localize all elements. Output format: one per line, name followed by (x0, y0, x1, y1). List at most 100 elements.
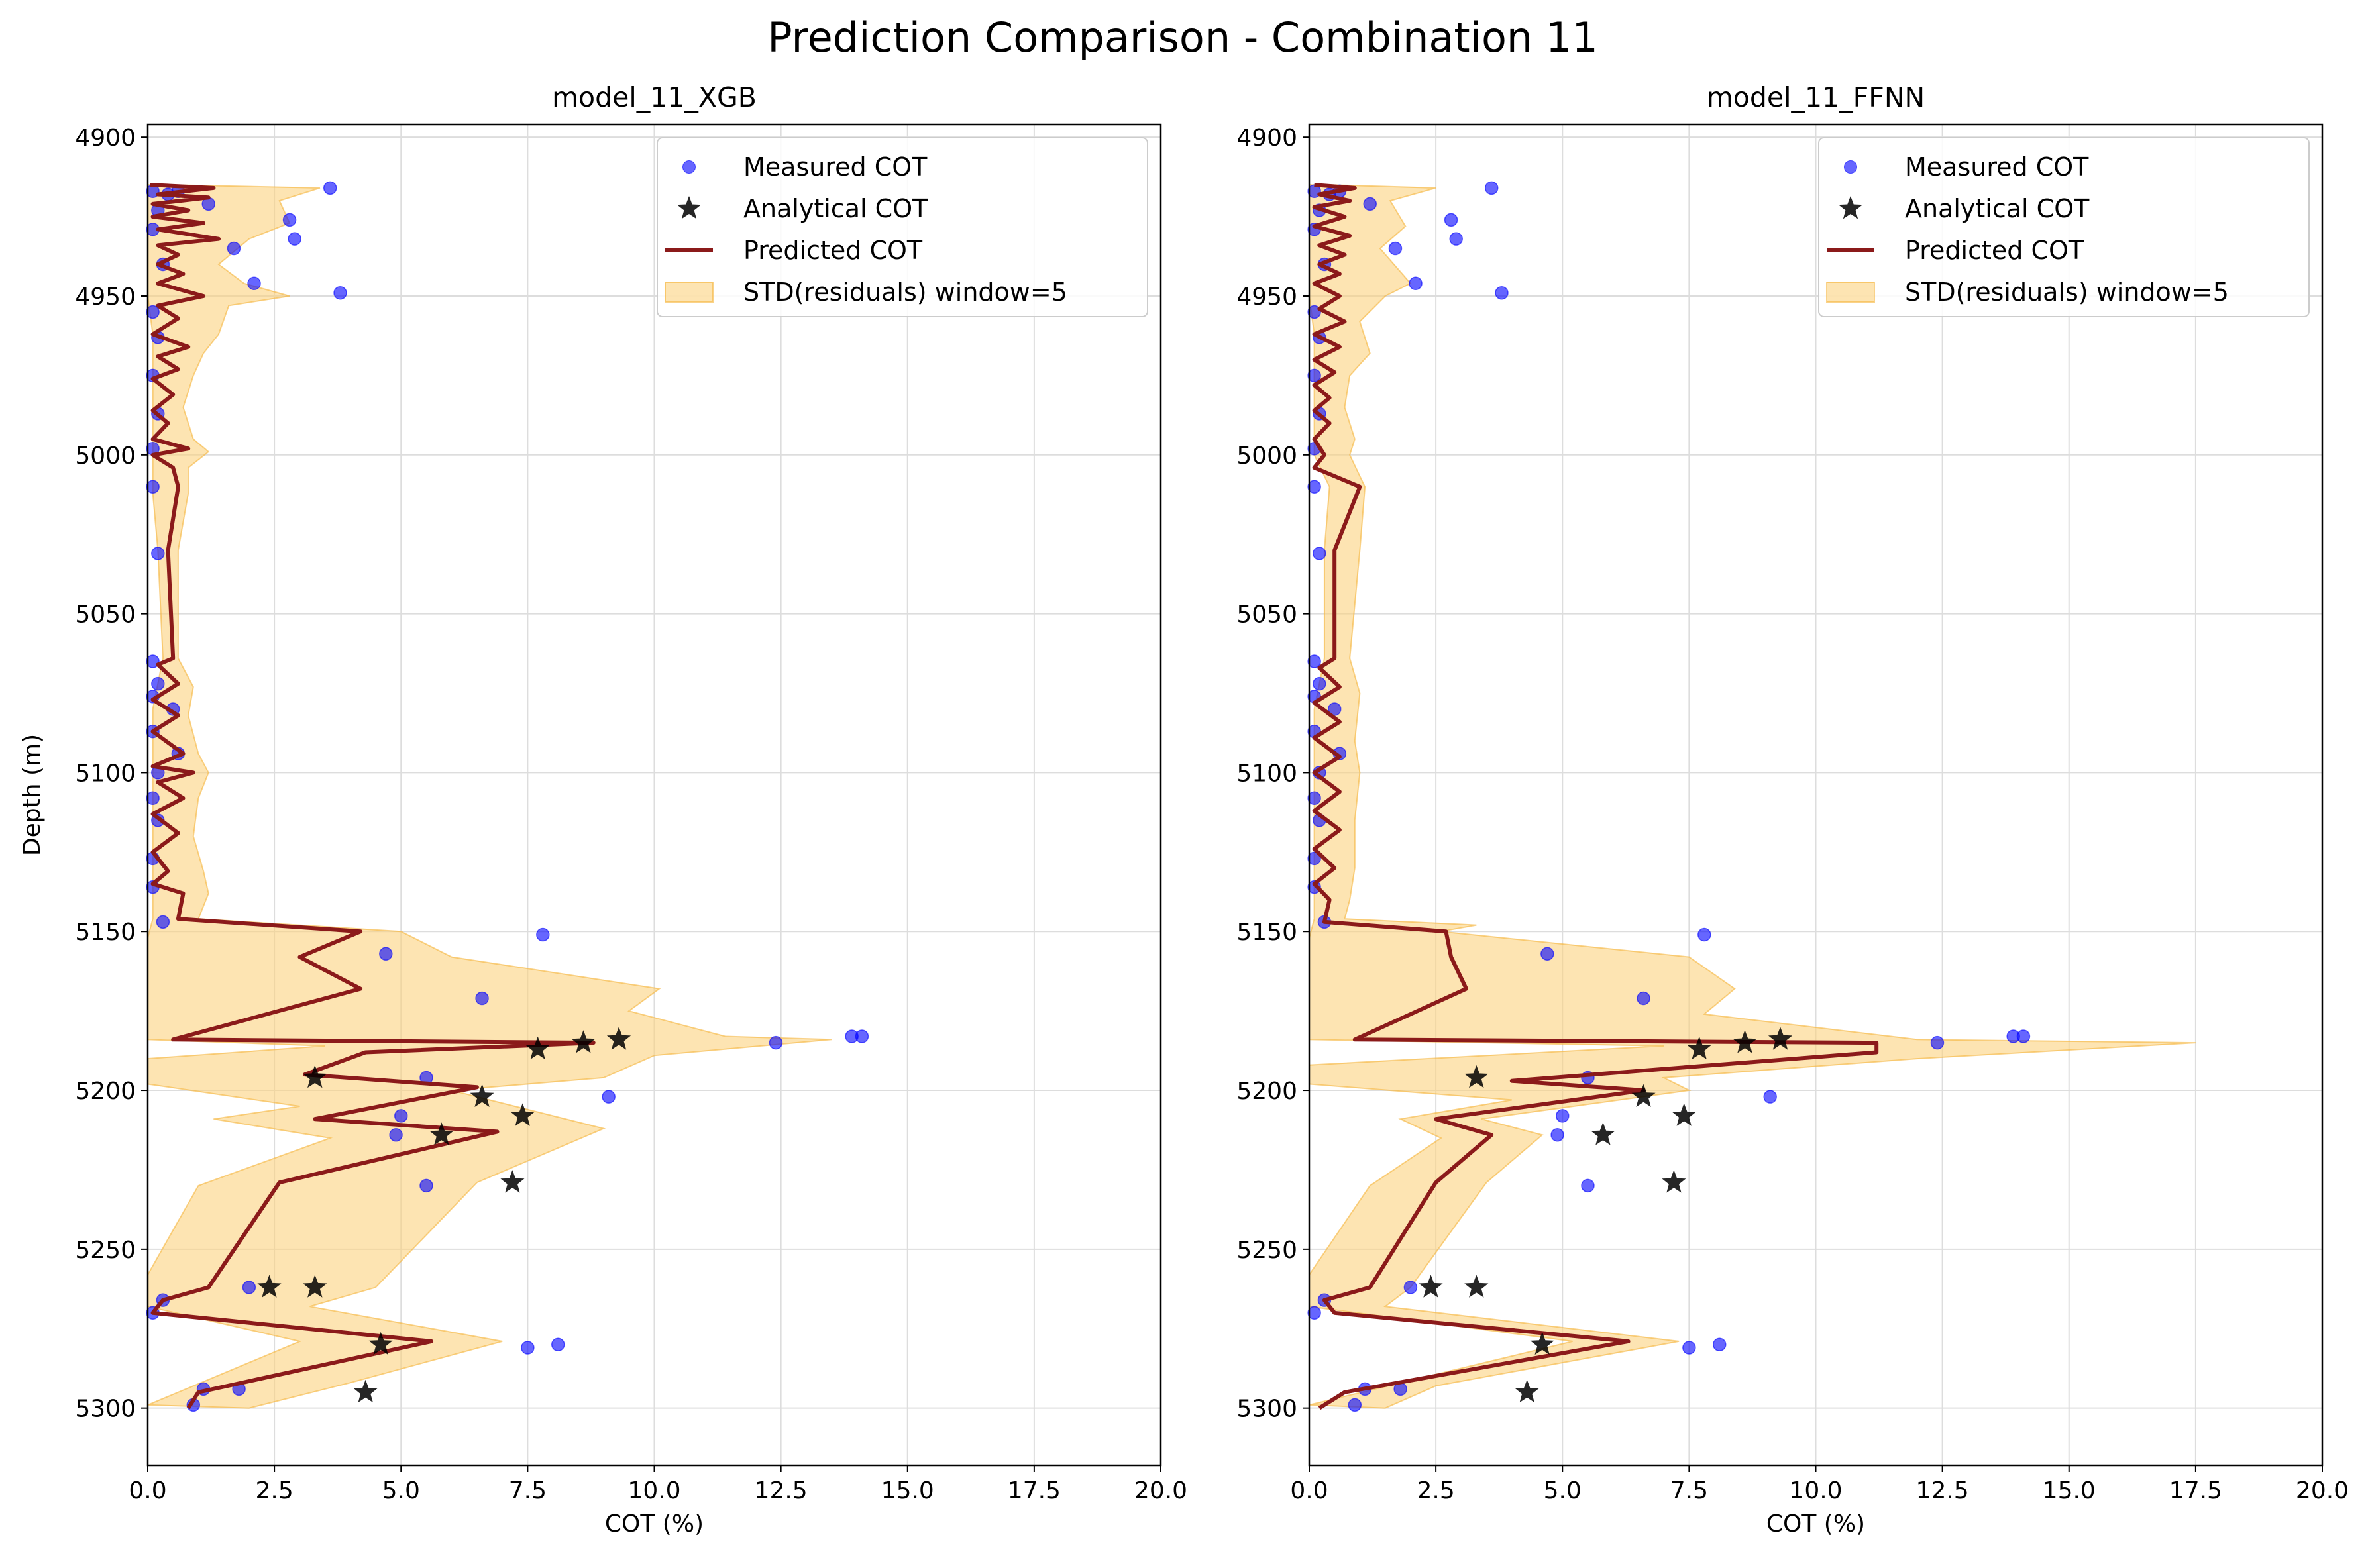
panel-0: 0.0 2.5 5.0 7.5 10.0 12.5 15.0 17.5 20.0 4900 4950… (19, 81, 1187, 1538)
measured-point (282, 213, 297, 227)
legend-label: Predicted COT (743, 236, 923, 265)
analytical-point (1733, 1030, 1757, 1053)
measured-point (1697, 927, 1711, 942)
measured-point (1540, 947, 1554, 961)
legend-label: Analytical COT (1905, 194, 2090, 223)
analytical-series (257, 1027, 631, 1403)
measured-point (855, 1029, 869, 1043)
analytical-point (510, 1103, 535, 1126)
y-tick-label: 5300 (75, 1396, 136, 1423)
y-tick-label: 5250 (75, 1237, 136, 1264)
y-tick-label: 5000 (75, 443, 136, 470)
x-tick-label: 0.0 (1290, 1477, 1328, 1504)
panel-1: 0.0 2.5 5.0 7.5 10.0 12.5 15.0 17.5 20.0 4900 4950… (1236, 81, 2349, 1538)
measured-point (1307, 851, 1321, 866)
x-axis: 0.0 2.5 5.0 7.5 10.0 12.5 15.0 17.5 20.0 (1290, 1465, 2349, 1504)
x-tick-label: 7.5 (509, 1477, 547, 1504)
analytical-point (303, 1275, 327, 1298)
measured-point (1449, 232, 1463, 246)
analytical-point (1768, 1027, 1793, 1050)
x-tick-label: 5.0 (382, 1477, 420, 1504)
measured-point (475, 991, 489, 1006)
measured-point (151, 547, 165, 560)
analytical-point (368, 1332, 393, 1355)
x-tick-label: 17.5 (1008, 1477, 1061, 1504)
legend: Measured COT Analytical COT Predicted COT S… (657, 137, 1148, 317)
measured-point (1409, 276, 1423, 291)
analytical-point (257, 1275, 282, 1298)
measured-point (1712, 1337, 1727, 1351)
x-axis: 0.0 2.5 5.0 7.5 10.0 12.5 15.0 17.5 20.0 (129, 1465, 1187, 1504)
y-tick-label: 5100 (75, 760, 136, 787)
legend-analytical-marker (1838, 196, 1863, 219)
legend-box (657, 137, 1148, 317)
x-tick-label: 7.5 (1670, 1477, 1708, 1504)
measured-point (1388, 241, 1403, 256)
analytical-point (1464, 1065, 1489, 1088)
legend-band-marker (1826, 282, 1875, 303)
measured-point (1581, 1178, 1595, 1193)
measured-point (389, 1127, 403, 1142)
x-tick-label: 2.5 (1417, 1477, 1454, 1504)
measured-point (1307, 480, 1321, 494)
analytical-point (1464, 1275, 1489, 1298)
x-tick-label: 20.0 (1134, 1477, 1187, 1504)
legend-box (1818, 137, 2310, 317)
measured-point (227, 241, 241, 256)
panel-title: model_11_FFNN (1707, 81, 1925, 113)
measured-point (1930, 1035, 1945, 1050)
panels: 0.0 2.5 5.0 7.5 10.0 12.5 15.0 17.5 20.0 4900 4950… (19, 81, 2349, 1538)
legend-label: STD(residuals) window=5 (1905, 278, 2229, 307)
measured-point (602, 1090, 616, 1104)
legend-label: Analytical COT (743, 194, 928, 223)
x-tick-label: 5.0 (1544, 1477, 1582, 1504)
analytical-point (303, 1065, 327, 1088)
analytical-point (1515, 1379, 1539, 1403)
y-tick-label: 5150 (75, 919, 136, 946)
analytical-point (353, 1379, 378, 1403)
x-tick-label: 12.5 (1916, 1477, 1969, 1504)
analytical-point (1419, 1275, 1443, 1298)
measured-point (1444, 213, 1458, 227)
y-axis: 4900 4950 5000 5050 5100 5150 5200 5250 5300 (75, 125, 148, 1423)
y-tick-label: 5050 (75, 601, 136, 629)
y-tick-label: 4950 (1236, 284, 1297, 311)
measured-point (769, 1035, 783, 1050)
y-tick-label: 5200 (1236, 1078, 1297, 1105)
x-tick-label: 15.0 (2043, 1477, 2096, 1504)
analytical-point (1591, 1122, 1615, 1145)
x-tick-label: 10.0 (627, 1477, 680, 1504)
y-tick-label: 5300 (1236, 1396, 1297, 1423)
measured-point (1307, 368, 1321, 383)
measured-point (1307, 654, 1321, 668)
legend-label: STD(residuals) window=5 (743, 278, 1067, 307)
y-tick-label: 4950 (75, 284, 136, 311)
measured-point (394, 1109, 408, 1123)
legend: Measured COT Analytical COT Predicted COT S… (1818, 137, 2310, 317)
x-tick-label: 20.0 (2296, 1477, 2349, 1504)
analytical-point (1662, 1170, 1686, 1193)
measured-point (151, 676, 165, 691)
x-tick-label: 0.0 (129, 1477, 166, 1504)
figure-title: Prediction Comparison - Combination 11 (767, 13, 1598, 62)
legend-analytical-marker (676, 196, 702, 219)
measured-point (247, 276, 261, 291)
analytical-point (429, 1122, 454, 1145)
measured-point (1307, 1306, 1321, 1320)
measured-point (1363, 197, 1377, 211)
x-tick-label: 15.0 (881, 1477, 934, 1504)
x-tick-label: 12.5 (755, 1477, 808, 1504)
measured-point (1484, 181, 1499, 195)
legend-band-marker (665, 282, 714, 303)
y-tick-label: 5250 (1236, 1237, 1297, 1264)
measured-point (146, 791, 160, 806)
legend-label: Predicted COT (1905, 236, 2084, 265)
measured-point (1313, 547, 1326, 560)
std-band (147, 184, 832, 1409)
y-tick-label: 5000 (1236, 443, 1297, 470)
measured-point (521, 1341, 535, 1355)
measured-point (323, 181, 337, 195)
measured-point (1348, 1398, 1362, 1412)
measured-point (1403, 1281, 1418, 1294)
y-tick-label: 5200 (75, 1078, 136, 1105)
